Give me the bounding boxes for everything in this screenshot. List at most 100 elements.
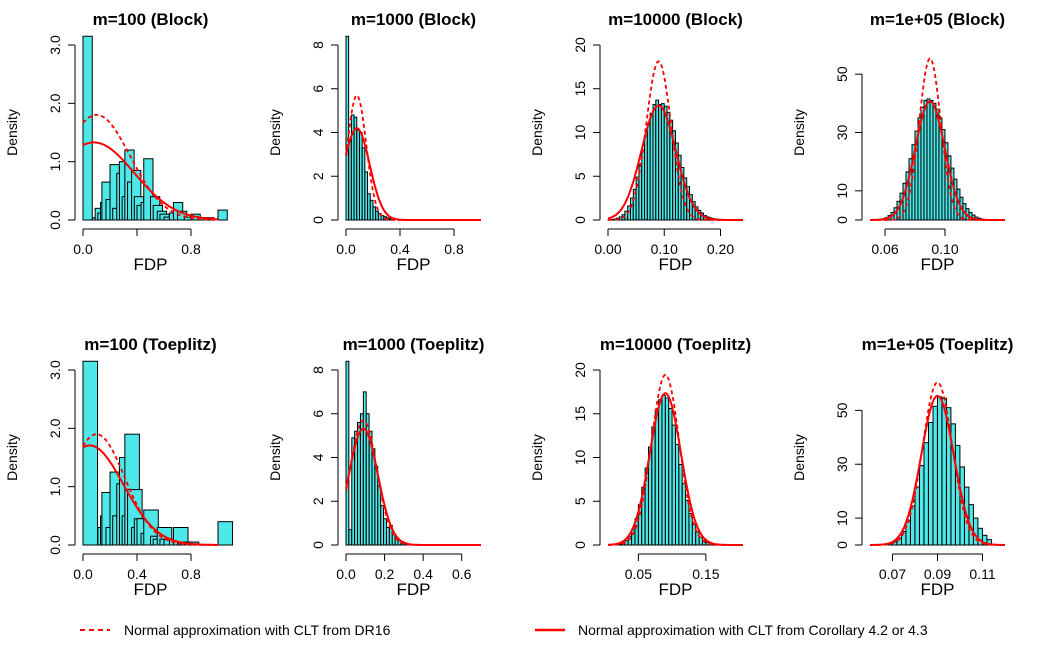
histogram-bar [217,209,228,221]
histogram-bar [664,397,670,546]
legend-dashed-label: Normal approximation with CLT from DR16 [124,622,391,638]
x-tick-label: 0.05 [625,566,652,582]
x-tick-label: 0.10 [651,241,678,257]
x-axis: 0.0 0.4 0.8 FDP [73,553,201,599]
x-axis-title: FDP [921,580,955,599]
x-tick-label: 0.09 [924,566,951,582]
y-tick-label: 10 [834,510,850,526]
y-axis: 0 5 10 15 20 Density [529,37,601,224]
histogram-bar [82,35,93,221]
y-tick-label: 0 [834,541,850,549]
panel-title: m=1e+05 (Toeplitz) [862,335,1014,354]
x-axis-title: FDP [134,580,168,599]
x-tick-label: 0.10 [931,241,958,257]
dashed-normal-curve [870,381,1005,546]
y-axis-title: Density [529,434,545,481]
y-tick-label: 3.0 [47,35,63,55]
y-tick-label: 20 [572,37,588,53]
panel-2: m=1000 (Block) 0 2 4 6 8 Density 0.0 0.4 0.8 FDP [267,10,481,274]
solid-normal-curve [870,394,1005,546]
histogram-bar [926,98,931,221]
x-axis-title: FDP [134,255,168,274]
x-tick-label: 0.8 [181,241,201,257]
x-axis: 0.0 0.8 FDP [73,228,201,274]
histogram-bar [668,408,673,546]
y-tick-label: 5 [572,172,588,180]
bars [345,35,396,221]
histogram-bar [928,422,934,546]
histogram-bar [217,521,234,546]
y-tick-label: 4 [310,453,326,461]
x-axis: 0.00 0.10 0.20 FDP [594,228,734,274]
histogram-bar [920,106,925,221]
histogram-bar [937,396,943,546]
panel-1: m=100 (Block) 0.0 1.0 2.0 3.0 Density 0.0 0.8 FD… [4,10,228,274]
panels-group: m=100 (Block) 0.0 1.0 2.0 3.0 Density 0.0 0.8 FD… [4,10,1013,599]
y-tick-label: 0 [310,541,326,549]
x-axis: 0.0 0.4 0.8 FDP [336,228,464,274]
histogram-bar [345,35,350,221]
histogram-bar [941,397,947,546]
y-tick-label: 3.0 [47,360,63,380]
y-tick-label: 6 [310,410,326,418]
solid-normal-curve [870,100,1005,221]
x-tick-label: 0.4 [127,566,147,582]
solid-normal-curve [82,444,218,546]
y-tick-label: 5 [572,497,588,505]
x-tick-label: 0.2 [375,566,395,582]
x-tick-label: 0.4 [390,241,410,257]
histogram-bar [681,483,687,546]
histogram-bar [678,464,683,546]
histogram-bar [923,442,929,546]
histogram-bar [695,531,700,546]
legend-solid-label: Normal approximation with CLT from Corol… [578,622,928,638]
x-axis: 0.07 0.09 0.11 FDP [879,553,996,599]
panel-title: m=100 (Toeplitz) [84,335,216,354]
histogram-bar [685,499,690,546]
y-axis-title: Density [4,434,20,481]
y-tick-label: 10 [572,125,588,141]
x-axis-title: FDP [397,580,431,599]
x-axis-title: FDP [659,255,693,274]
y-tick-label: 0 [572,216,588,224]
dashed-normal-curve [608,373,743,546]
bars [345,360,411,546]
y-tick-label: 50 [834,402,850,418]
histogram-bar [935,108,940,221]
histogram-bar [82,360,99,546]
y-tick-label: 0.0 [47,535,63,555]
y-tick-label: 15 [572,81,588,97]
y-tick-label: 30 [834,125,850,141]
x-tick-label: 0.0 [73,566,93,582]
y-axis-title: Density [791,109,807,156]
x-tick-label: 0.11 [969,566,995,582]
histogram-bar [661,394,666,546]
y-axis-title: Density [267,434,283,481]
solid-normal-curve [82,141,219,221]
histogram-bar [929,99,934,221]
x-tick-label: 0.0 [336,566,356,582]
bars [887,396,992,546]
histogram-bar [932,405,938,546]
solid-normal-curve [345,427,481,546]
x-tick-label: 0.15 [692,566,719,582]
x-tick-label: 0.8 [444,241,464,257]
histogram-bar [905,520,911,546]
bars [878,98,985,221]
x-tick-label: 0.0 [73,241,93,257]
bars [607,99,724,221]
x-tick-label: 0.0 [336,241,356,257]
y-axis: 0 10 30 50 Density [791,66,863,224]
x-tick-label: 0.20 [707,241,734,257]
y-axis: 0 5 10 15 20 Density [529,362,601,549]
y-axis: 0 2 4 6 8 Density [267,41,339,224]
panel-8: m=1e+05 (Toeplitz) 0 10 30 50 Density 0.07 0.09… [791,335,1013,599]
y-tick-label: 1.0 [47,477,63,497]
